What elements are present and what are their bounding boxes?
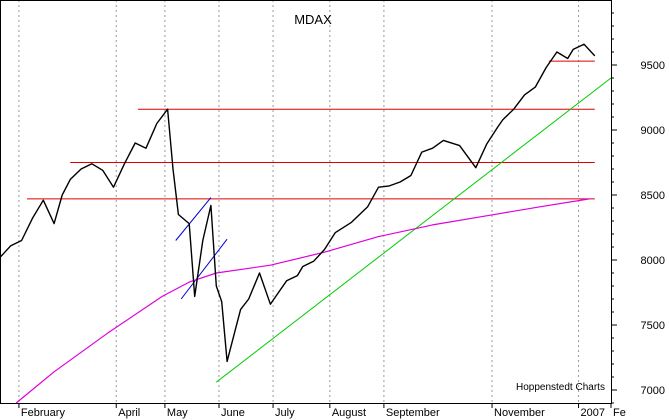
y-tick-label: 9000 [641, 125, 665, 137]
channel-line [180, 238, 228, 300]
x-tick-label: July [275, 407, 295, 419]
x-tick-label: June [221, 407, 245, 419]
chart-credit: Hoppenstedt Charts [516, 382, 605, 393]
overlay-lines [27, 60, 612, 383]
x-tick-label: 2007 [581, 407, 605, 419]
moving-average-line [15, 198, 590, 404]
trendline-line [215, 77, 612, 383]
price-line [0, 43, 596, 363]
grid-lines [18, 0, 580, 403]
x-tick-label: April [118, 407, 140, 419]
y-tick-label: 8500 [641, 190, 665, 202]
x-tick-label: Fe [613, 407, 626, 419]
y-tick-label: 7500 [641, 320, 665, 332]
plot-frame [0, 0, 612, 404]
x-tick-label: August [332, 407, 366, 419]
series-lines [0, 43, 596, 404]
x-tick-label: February [21, 407, 66, 419]
y-tick-label: 7000 [641, 385, 665, 397]
chart-title: MDAX [294, 12, 332, 27]
x-tick-label: September [386, 407, 440, 419]
x-tick-label: November [494, 407, 545, 419]
x-tick-label: May [167, 407, 188, 419]
y-tick-label: 9500 [641, 60, 665, 72]
x-axis: February April May June July August September N… [18, 403, 626, 419]
channel-line [175, 197, 212, 241]
y-tick-label: 8000 [641, 255, 665, 267]
y-axis: 7000 7500 8000 8500 9000 9500 [611, 12, 665, 404]
